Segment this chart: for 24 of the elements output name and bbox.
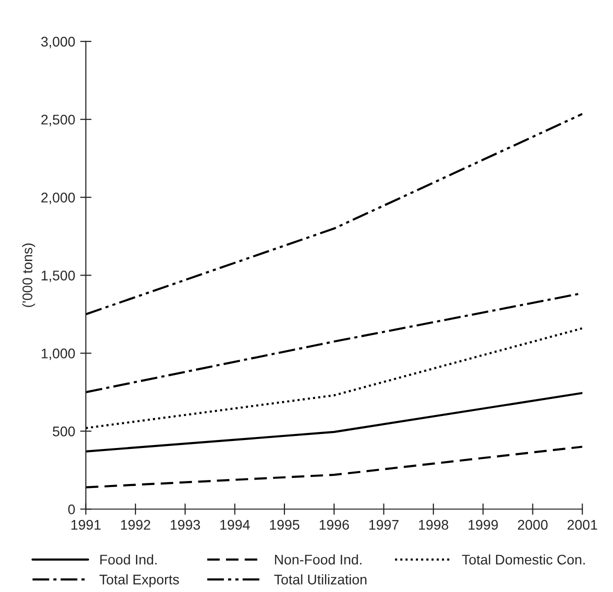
x-tick-label: 2001: [568, 520, 598, 530]
legend-label: Food Ind.: [100, 554, 157, 565]
legend-label: Total Exports: [99, 574, 179, 588]
y-tick-label: 0: [68, 504, 75, 514]
legend-label: Total Domestic Con.: [462, 554, 585, 565]
x-tick-label: 1998: [419, 520, 448, 530]
x-tick-label: 1997: [369, 520, 398, 530]
y-tick-label: 1,500: [42, 270, 75, 282]
y-tick-label: 2,500: [41, 114, 75, 126]
x-tick-label: 1996: [320, 520, 349, 530]
y-tick-label: 2,000: [41, 192, 75, 204]
y-tick-label: 1,000: [42, 348, 75, 360]
legend-label: Total Utilization: [274, 574, 366, 584]
x-tick-label: 1994: [220, 520, 250, 530]
x-tick-label: 1995: [270, 520, 300, 530]
y-axis-title: ('000 tons): [22, 244, 36, 308]
x-tick-label: 1993: [170, 520, 200, 530]
y-tick-label: 500: [52, 426, 75, 436]
x-tick-label: 1999: [468, 520, 498, 530]
x-tick-label: 1991: [71, 520, 101, 530]
x-tick-label: 1992: [121, 520, 150, 530]
x-tick-label: 2000: [518, 520, 548, 530]
y-tick-label: 3,000: [41, 36, 75, 48]
legend-label: Non-Food Ind.: [275, 554, 362, 565]
